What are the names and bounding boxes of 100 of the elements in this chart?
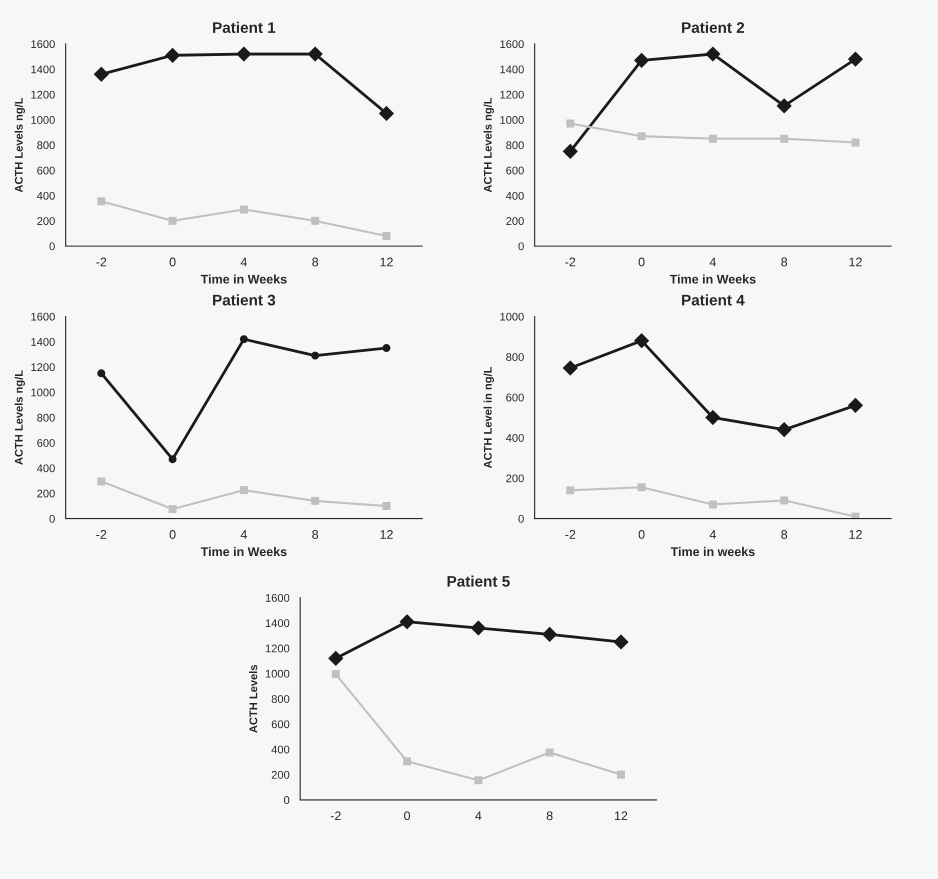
x-tick-label: 8 [781,258,788,266]
x-tick-label: 0 [404,811,410,820]
x-axis-title: Time in weeks [670,546,755,556]
point [379,106,394,121]
point [328,650,344,666]
chart-title: Patient 2 [682,22,744,33]
y-tick-label: 400 [271,746,290,754]
x-tick-label: 4 [710,530,716,539]
y-tick-label: 1600 [266,594,290,602]
x-tick-label: -2 [330,811,341,820]
point [566,486,574,494]
x-tick-label: -2 [565,258,576,266]
point [311,352,320,360]
y-tick-label: 1600 [31,40,55,48]
y-tick-label: 600 [272,720,290,728]
y-tick-label: 1600 [31,312,55,321]
x-tick-label: -2 [96,530,106,539]
y-tick-label: 600 [37,166,55,174]
y-axis-title: ACTH Levels ng/L [14,98,25,192]
point [634,333,649,348]
y-tick-label: 800 [506,353,524,362]
chart-title: Patient 1 [213,22,276,33]
point [638,483,646,492]
point [400,614,414,630]
point [311,496,320,505]
y-tick-label: 400 [36,464,55,472]
point [638,132,646,140]
y-tick-label: 200 [272,770,290,779]
y-tick-label: 400 [506,434,524,442]
point [308,46,323,62]
y-tick-label: 1000 [500,116,524,124]
point [94,66,109,82]
y-tick-label: 1000 [31,388,55,396]
x-tick-label: 12 [380,530,393,539]
y-tick-label: 800 [37,414,55,422]
y-tick-label: 1000 [266,670,290,678]
point [240,486,248,494]
point [705,46,720,62]
point [776,422,792,438]
point [168,455,177,464]
x-tick-label: 12 [614,811,628,820]
x-tick-label: 0 [170,530,176,539]
point [97,369,106,378]
x-axis-title: Time in Weeks [670,274,756,284]
y-tick-label: 1000 [31,116,55,124]
y-axis-title: ACTH Levels [249,664,258,733]
y-tick-label: 0 [284,796,290,804]
y-tick-label: 1600 [500,40,524,48]
x-tick-label: 4 [240,258,247,266]
y-tick-label: 0 [518,514,524,523]
x-tick-label: -2 [96,258,106,266]
point [382,344,390,352]
y-tick-label: 1400 [31,338,55,346]
x-tick-label: 0 [638,530,645,539]
y-tick-label: 1400 [500,65,524,74]
x-tick-label: 4 [240,530,247,539]
point [470,620,486,636]
y-tick-label: 1400 [31,65,55,74]
x-tick-label: 4 [475,811,482,820]
point [382,232,390,240]
point [542,626,558,642]
y-tick-label: 200 [37,490,55,498]
point [236,46,252,62]
x-tick-label: 8 [781,530,788,539]
x-tick-label: 12 [849,258,862,266]
point [382,502,390,510]
point [780,134,788,143]
y-tick-label: 200 [506,474,524,482]
point [168,505,177,514]
point [562,360,578,376]
chart-title: Patient 3 [213,294,276,306]
point [708,500,717,508]
point [562,144,578,159]
y-axis-title: ACTH Levels ng/L [14,370,25,465]
y-tick-label: 800 [37,141,55,150]
point [848,398,863,413]
point [851,138,860,146]
point [776,98,792,114]
point [566,120,574,128]
y-tick-label: 0 [50,514,55,523]
x-tick-label: 12 [849,530,862,539]
y-tick-label: 800 [272,695,290,703]
y-tick-label: 1000 [500,312,524,321]
y-tick-label: 1200 [31,363,55,372]
y-tick-label: 1400 [266,619,290,628]
y-tick-label: 600 [506,394,524,402]
point [168,216,177,225]
point [97,197,106,206]
point [708,134,717,143]
y-tick-label: 400 [36,192,55,200]
point [780,496,788,504]
y-tick-label: 0 [518,242,524,250]
point [634,52,649,68]
y-tick-label: 200 [37,217,55,225]
point [848,52,863,67]
chart-title: Patient 4 [682,294,745,306]
y-axis-title: ACTH Level in ng/L [484,366,494,468]
point [165,48,180,63]
y-tick-label: 200 [506,217,524,225]
y-tick-label: 600 [37,439,55,447]
